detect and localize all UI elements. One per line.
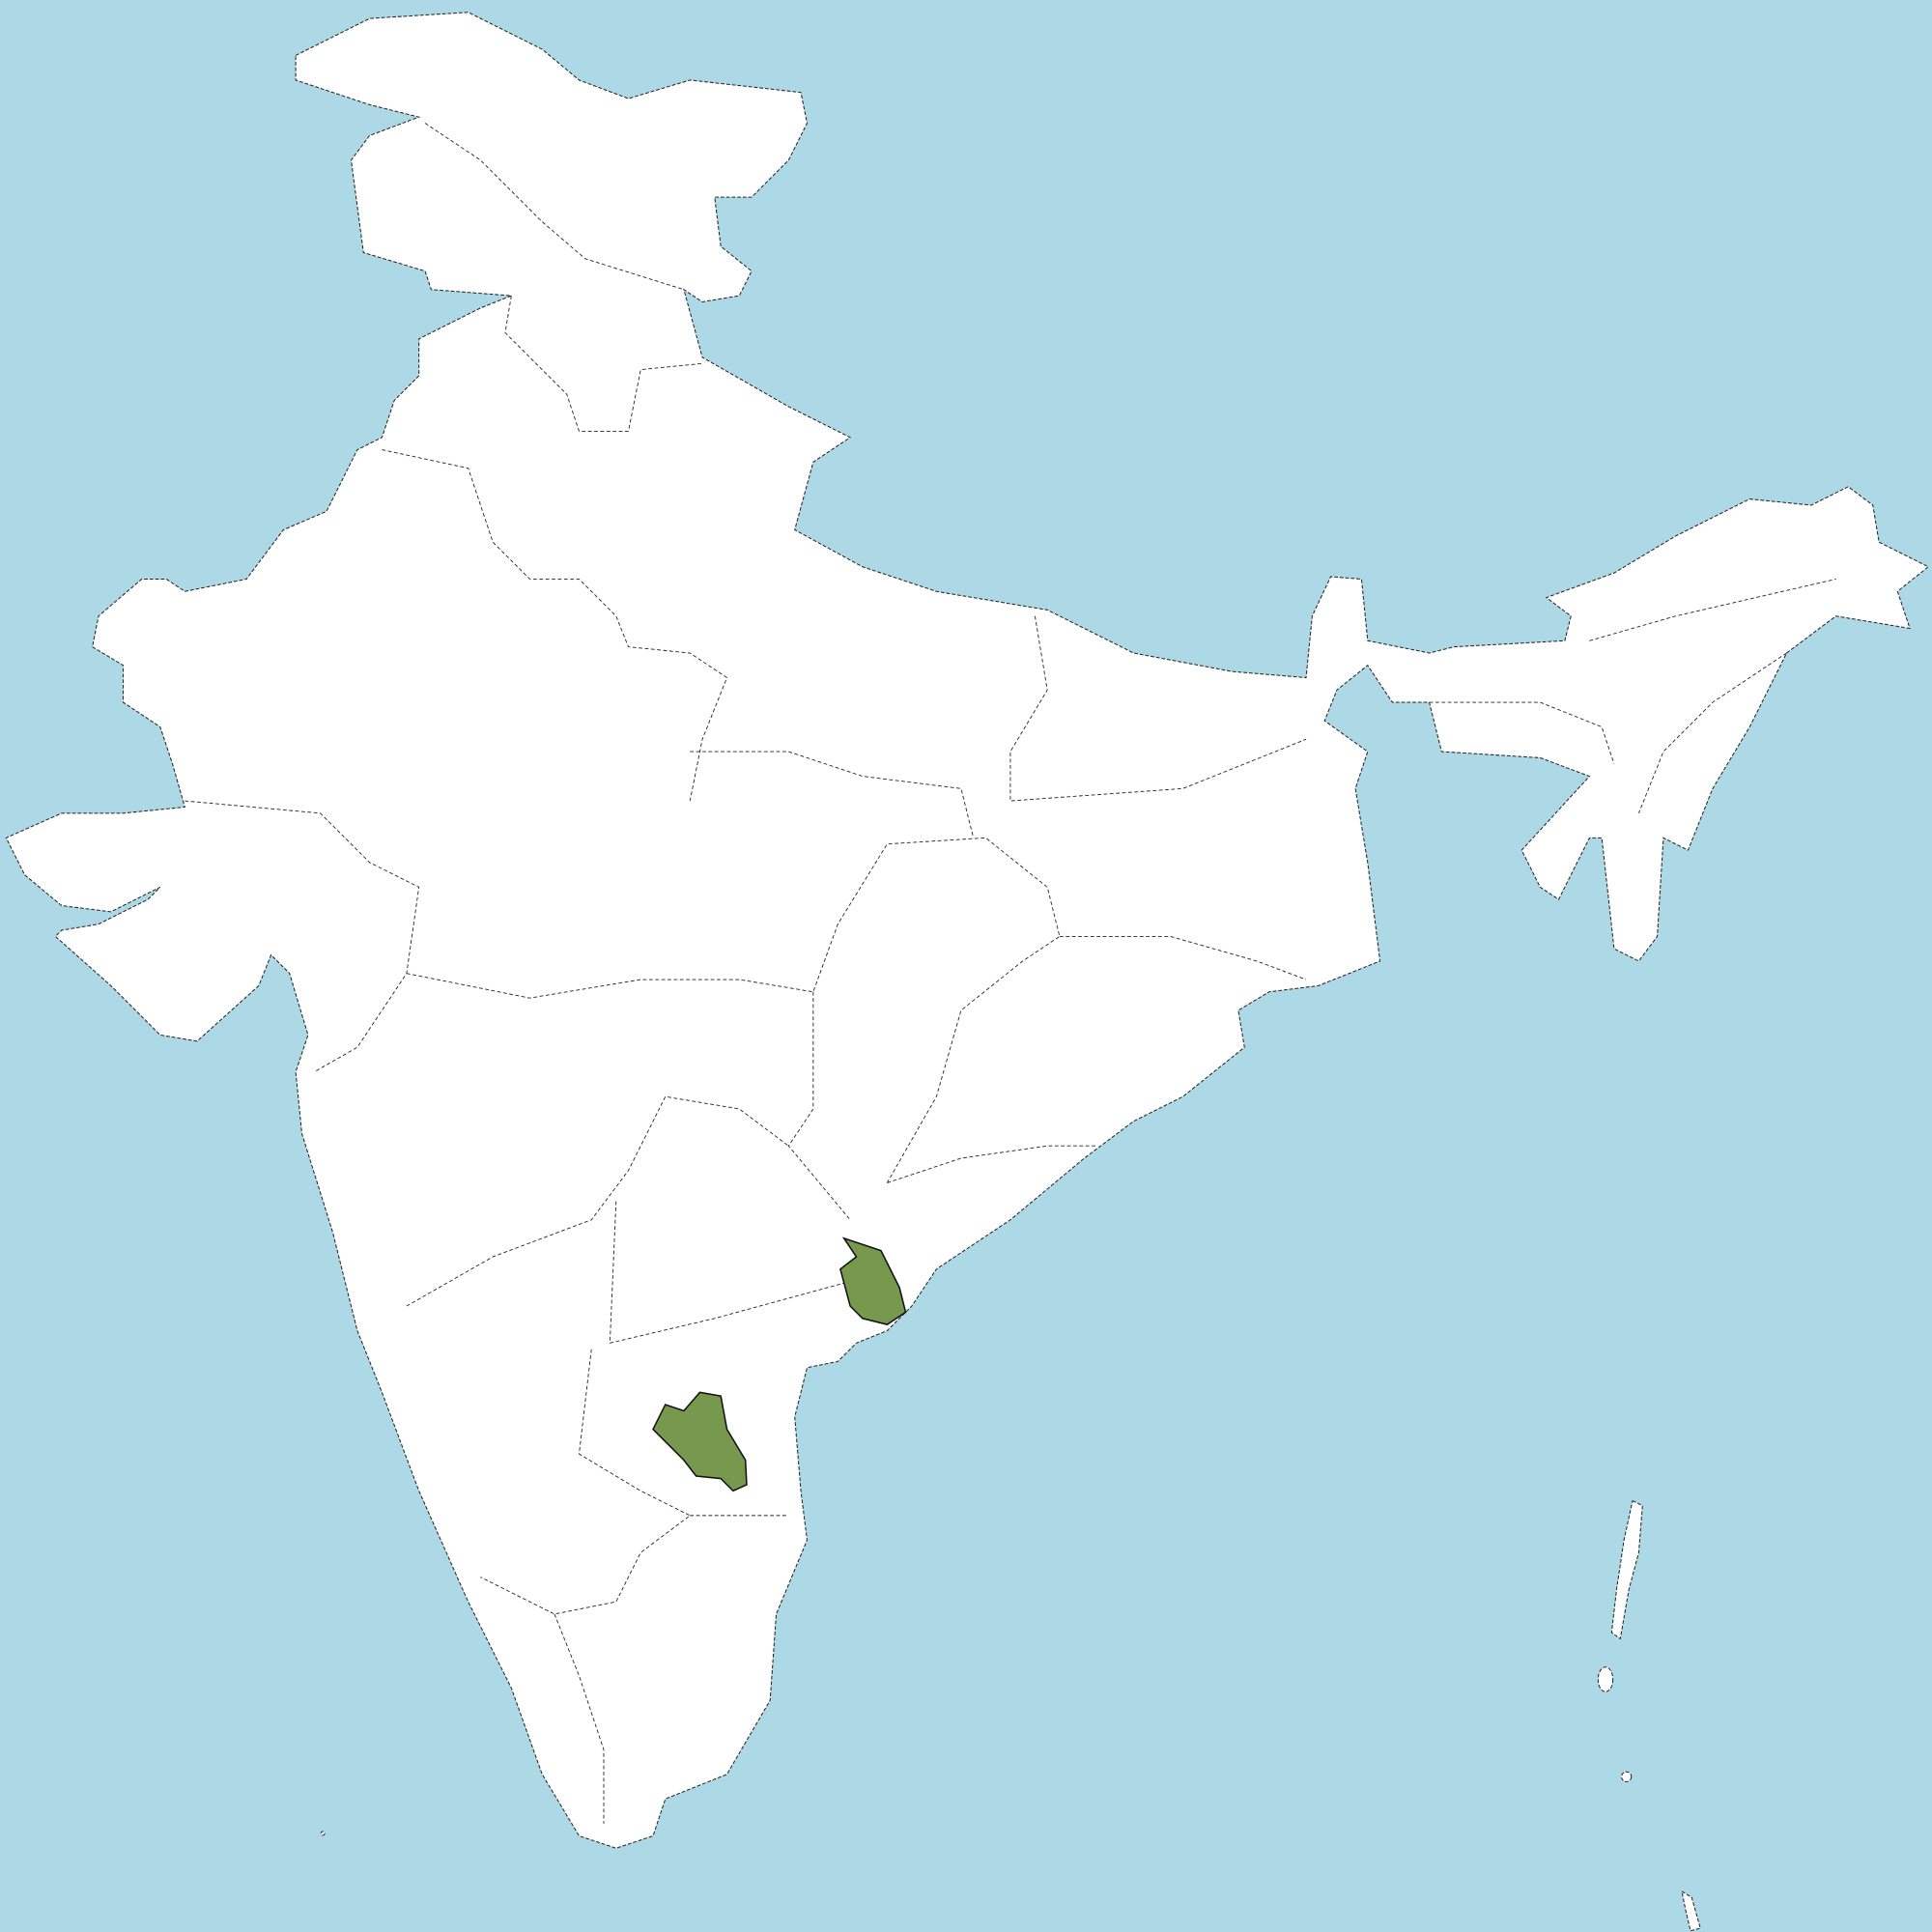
state-borders	[185, 123, 1836, 1824]
india-mainland	[5, 12, 1930, 1849]
highlighted-district-east[interactable]	[839, 1236, 907, 1325]
lakshadweep-island	[320, 1831, 326, 1836]
highlighted-district-south[interactable]	[652, 1391, 748, 1492]
andaman-nicobar-islands	[1597, 1499, 1701, 1932]
